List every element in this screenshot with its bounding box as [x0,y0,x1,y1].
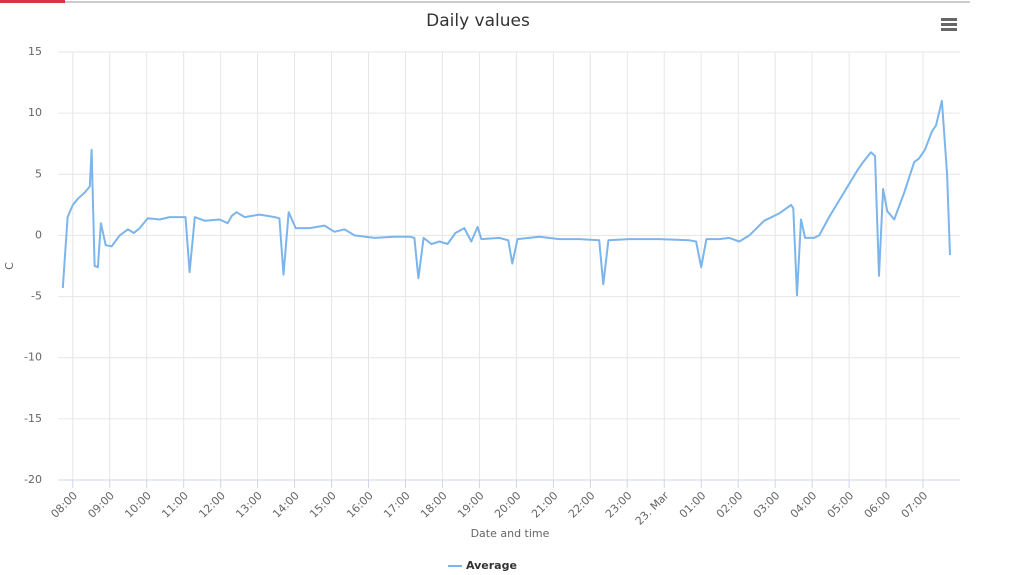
menu-bar [941,28,957,31]
x-tick-label: 18:00 [418,489,450,521]
x-tick-label: 22:00 [566,489,598,521]
series-line [61,99,951,297]
x-tick-label: 19:00 [455,489,487,521]
top-bar [0,0,65,3]
x-tick-label: 04:00 [788,489,820,521]
x-tick-label: 14:00 [270,489,302,521]
x-tick-label: 08:00 [48,489,80,521]
x-tick-label: 03:00 [751,489,783,521]
x-tick-label: 11:00 [159,489,191,521]
y-tick-label: 0 [35,228,42,241]
y-axis-title: C [3,262,16,270]
x-tick-label: 21:00 [529,489,561,521]
x-tick-label: 10:00 [122,489,154,521]
y-tick-label: -15 [24,412,42,425]
x-tick-label: 07:00 [899,489,931,521]
chart-title: Daily values [426,11,530,31]
x-tick-label: 15:00 [307,489,339,521]
x-tick-label: 05:00 [825,489,857,521]
menu-button[interactable] [941,18,957,31]
x-axis-title: Date and time [471,527,550,540]
x-tick-label: 06:00 [862,489,894,521]
y-tick-label: -20 [24,473,42,486]
y-tick-label: 15 [28,45,42,58]
menu-bar [941,23,957,26]
y-tick-label: 5 [35,167,42,180]
x-tick-label: 09:00 [85,489,117,521]
y-tick-label: -5 [31,290,42,303]
x-tick-label: 01:00 [677,489,709,521]
y-tick-label: 10 [28,106,42,119]
x-tick-label: 12:00 [196,489,228,521]
x-tick-label: 23. Mar [633,489,672,528]
x-tick-label: 17:00 [381,489,413,521]
y-tick-label: -10 [24,351,42,364]
x-tick-label: 13:00 [233,489,265,521]
x-tick-label: 23:00 [603,489,635,521]
x-tick-label: 20:00 [492,489,524,521]
menu-bar [941,18,957,21]
x-tick-label: 02:00 [714,489,746,521]
legend-label: Average [466,559,517,572]
x-tick-label: 16:00 [344,489,376,521]
